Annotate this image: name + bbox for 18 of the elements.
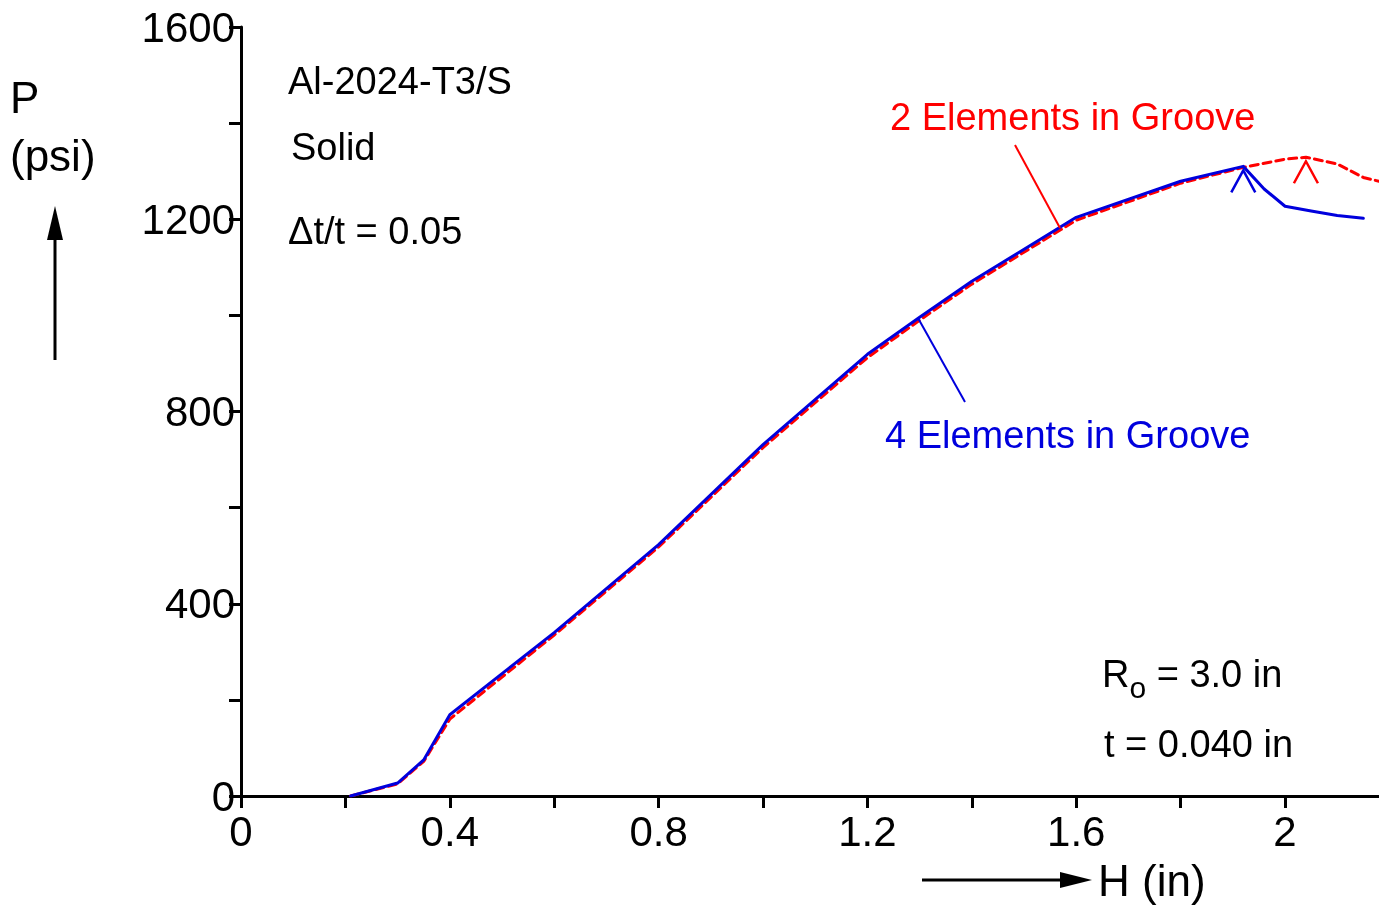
- y-tick-label: 800: [164, 388, 235, 435]
- x-tick-label: 0.8: [629, 807, 688, 855]
- x-tick-label: 2: [1273, 807, 1297, 855]
- x-tick-label: 1.6: [1047, 807, 1106, 855]
- y-tick-label: 1600: [141, 3, 235, 51]
- x-tick-label: 1.2: [838, 807, 897, 855]
- legend-label: 4 Elements in Groove: [885, 414, 1251, 456]
- y-tick-label: 400: [164, 580, 235, 628]
- annotation: Al-2024-T3/S: [288, 60, 512, 102]
- annotation: Solid: [291, 126, 376, 168]
- x-axis-title: H (in): [1098, 855, 1206, 905]
- annotation: Δt/t = 0.05: [288, 210, 463, 252]
- annotation: t = 0.040 in: [1104, 723, 1294, 765]
- y-tick-label: 0: [211, 772, 235, 820]
- y-axis-title: P (psi): [10, 72, 96, 180]
- x-tick-label: 0.4: [420, 807, 479, 855]
- series-label: 2 Elements in Groove: [890, 96, 1256, 138]
- y-tick-label: 1200: [141, 195, 235, 243]
